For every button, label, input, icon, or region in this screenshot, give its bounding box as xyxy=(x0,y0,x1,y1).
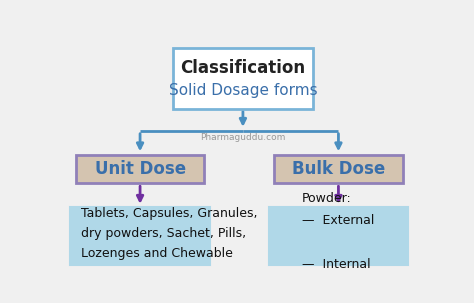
Text: Pharmaguddu.com: Pharmaguddu.com xyxy=(200,133,286,142)
FancyBboxPatch shape xyxy=(269,207,408,265)
Text: Powder:
—  External

—  Internal: Powder: — External — Internal xyxy=(301,192,374,271)
FancyBboxPatch shape xyxy=(70,207,210,265)
Text: Tablets, Capsules, Granules,
dry powders, Sachet, Pills,
Lozenges and Chewable: Tablets, Capsules, Granules, dry powders… xyxy=(82,207,258,260)
Text: Bulk Dose: Bulk Dose xyxy=(292,160,385,178)
Text: Classification: Classification xyxy=(181,59,305,77)
Text: Solid Dosage forms: Solid Dosage forms xyxy=(169,82,317,98)
FancyBboxPatch shape xyxy=(76,155,204,183)
FancyBboxPatch shape xyxy=(173,48,313,109)
FancyBboxPatch shape xyxy=(274,155,403,183)
Text: Unit Dose: Unit Dose xyxy=(94,160,186,178)
